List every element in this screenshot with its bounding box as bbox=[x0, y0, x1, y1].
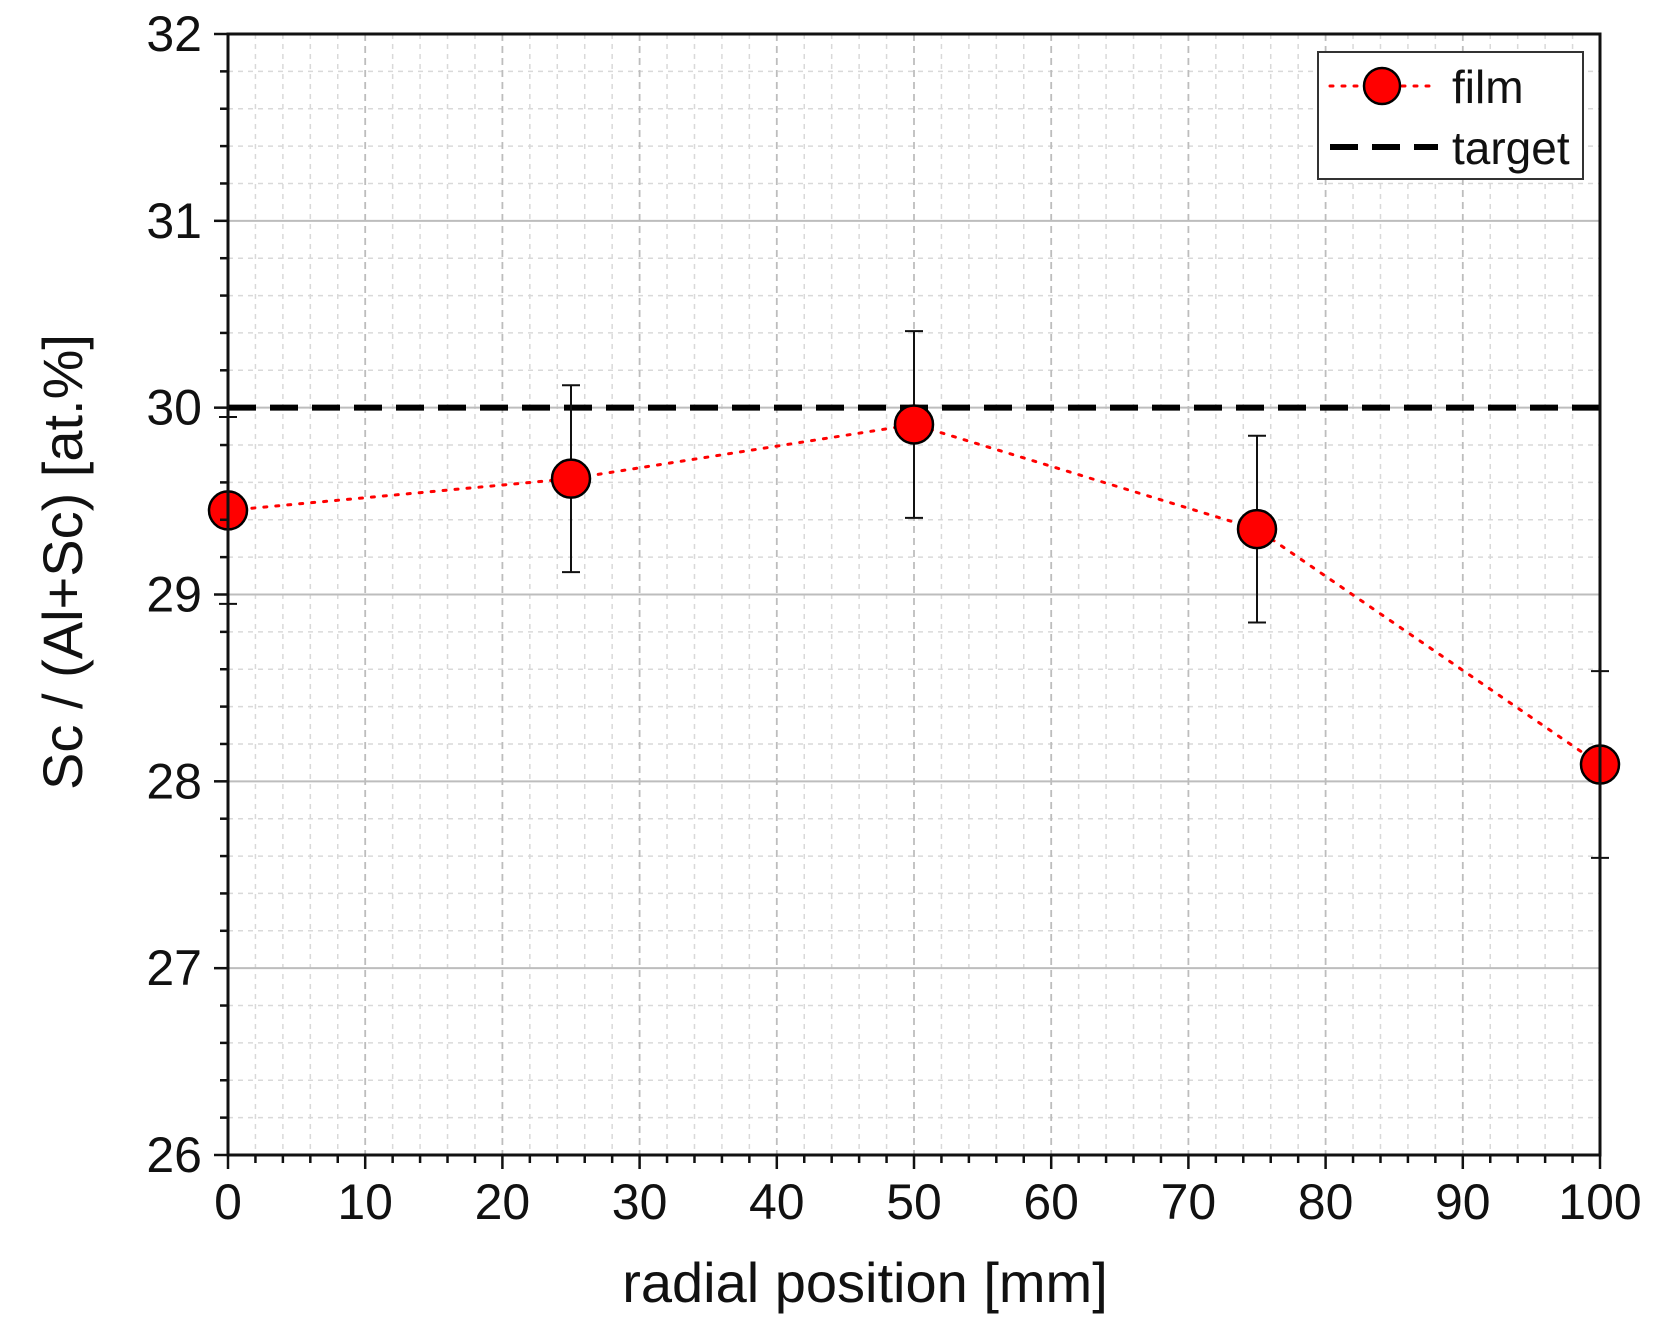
legend-film-marker bbox=[1362, 66, 1402, 106]
legend-target-label: target bbox=[1452, 122, 1570, 174]
x-tick-label: 60 bbox=[1023, 1174, 1079, 1230]
x-tick-label: 70 bbox=[1161, 1174, 1217, 1230]
x-tick-label: 0 bbox=[214, 1174, 242, 1230]
y-tick-label: 32 bbox=[146, 6, 202, 62]
film-point bbox=[1236, 508, 1278, 550]
ticks bbox=[214, 32, 1602, 1169]
x-tick-label: 90 bbox=[1435, 1174, 1491, 1230]
y-tick-label: 26 bbox=[146, 1127, 202, 1183]
legend: film target bbox=[1317, 51, 1584, 180]
major-grid bbox=[228, 34, 1600, 1155]
x-tick-label: 50 bbox=[886, 1174, 942, 1230]
tick-labels: 0 10 20 30 40 50 60 70 80 90 100 26 27 28 29 30 31 32 bbox=[146, 6, 1641, 1230]
legend-film-label: film bbox=[1452, 61, 1524, 113]
x-tick-label: 10 bbox=[337, 1174, 393, 1230]
x-axis-title: radial position [mm] bbox=[622, 1251, 1108, 1314]
x-tick-label: 80 bbox=[1298, 1174, 1354, 1230]
y-tick-label: 28 bbox=[146, 753, 202, 809]
film-point bbox=[550, 458, 592, 499]
film-line bbox=[226, 422, 1602, 767]
x-tick-label: 40 bbox=[749, 1174, 805, 1230]
x-tick-label: 30 bbox=[612, 1174, 668, 1230]
film-point bbox=[893, 404, 935, 445]
y-tick-label: 31 bbox=[146, 193, 202, 249]
y-tick-label: 30 bbox=[146, 380, 202, 436]
y-tick-label: 27 bbox=[146, 940, 202, 996]
legend-box bbox=[1317, 51, 1584, 180]
y-axis-title: Sc / (Al+Sc) [at.%] bbox=[31, 334, 94, 790]
x-tick-label: 100 bbox=[1558, 1174, 1641, 1230]
y-tick-label: 29 bbox=[146, 567, 202, 623]
x-tick-label: 20 bbox=[475, 1174, 531, 1230]
